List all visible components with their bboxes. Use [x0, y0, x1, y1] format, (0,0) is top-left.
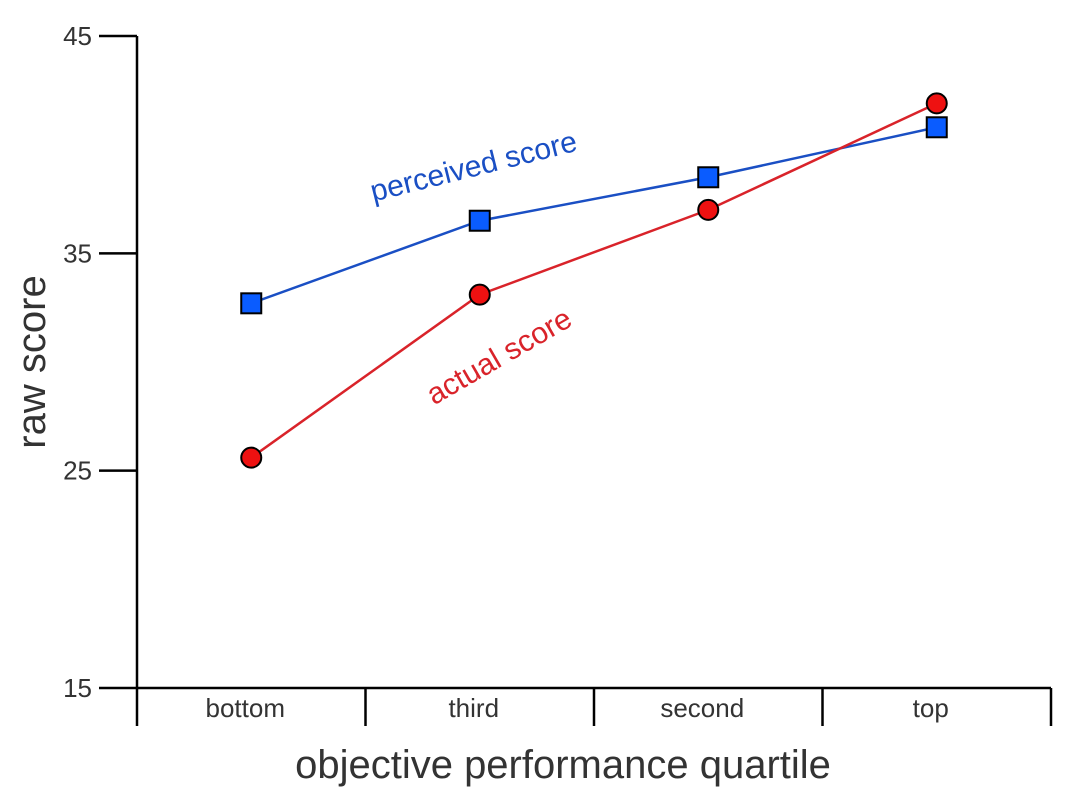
series-layer	[240, 92, 948, 469]
perceived-score-point-third	[468, 209, 491, 232]
x-tick-label-second: second	[660, 693, 744, 723]
actual-score-point-third	[468, 283, 491, 306]
perceived-score-point-bottom	[240, 292, 263, 315]
y-ticks: 15 25 35 45	[63, 21, 137, 703]
y-tick-label-45: 45	[63, 21, 92, 51]
perceived-score-line	[250, 126, 938, 305]
x-tick-label-bottom: bottom	[206, 693, 286, 723]
perceived-score-point-top	[925, 116, 948, 139]
x-tick-label-top: top	[913, 693, 949, 723]
actual-score-point-second	[697, 198, 720, 221]
x-tick-label-third: third	[448, 693, 499, 723]
y-axis-title: raw score	[10, 275, 54, 448]
y-tick-label-35: 35	[63, 238, 92, 268]
x-ticks: bottom third second top	[135, 688, 1053, 726]
actual-score-point-bottom	[240, 446, 263, 469]
actual-score-line	[250, 102, 938, 459]
y-tick-label-15: 15	[63, 673, 92, 703]
axes	[135, 36, 1051, 690]
perceived-score-point-second	[697, 166, 720, 189]
y-tick-label-25: 25	[63, 456, 92, 486]
actual-score-point-top	[925, 92, 948, 115]
x-axis-title: objective performance quartile	[295, 743, 831, 787]
perceived-score-label: perceived score	[367, 125, 580, 208]
